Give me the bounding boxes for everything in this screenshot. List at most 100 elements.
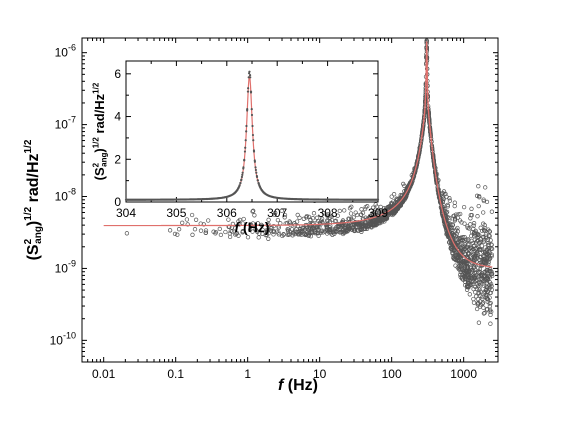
data-point: [452, 203, 457, 209]
inset-data-point: [246, 90, 250, 93]
data-point: [269, 226, 274, 231]
data-point: [282, 212, 288, 218]
data-point: [311, 211, 317, 216]
inset-y-axis: 0 2 4 6: [114, 67, 378, 209]
data-point: [376, 220, 381, 226]
data-point: [455, 215, 460, 220]
data-point: [477, 247, 482, 252]
data-point: [237, 217, 243, 223]
data-point: [377, 217, 382, 222]
inset-data-point: [238, 184, 241, 187]
inset-data-point: [246, 108, 249, 111]
data-point: [355, 222, 361, 227]
x-axis-label: f (Hz): [278, 377, 318, 394]
data-point: [478, 254, 484, 259]
data-point: [319, 216, 325, 221]
data-point: [471, 264, 477, 269]
data-point: [304, 213, 310, 219]
data-point: [454, 240, 460, 245]
x-tick-label: 100: [382, 367, 402, 381]
data-point: [264, 232, 269, 237]
data-point: [447, 217, 452, 222]
data-point: [479, 271, 485, 276]
inset-data-point: [237, 185, 240, 189]
data-point: [489, 209, 495, 214]
inset-data-point: [250, 108, 253, 111]
data-point: [475, 231, 481, 237]
x-tick-label: 1000: [450, 367, 477, 381]
data-point: [465, 273, 470, 279]
data-point: [266, 236, 271, 241]
data-point: [465, 224, 470, 229]
data-point: [485, 271, 490, 276]
data-point: [359, 207, 364, 212]
inset-x-tick-label: 308: [318, 206, 338, 220]
data-point: [469, 206, 474, 211]
data-point: [469, 233, 474, 239]
data-point: [253, 227, 258, 232]
data-point: [476, 320, 482, 325]
y-tick-label: 10-6: [55, 43, 76, 60]
inset-data-point: [240, 179, 243, 182]
data-point: [295, 212, 300, 218]
data-point: [292, 230, 297, 235]
data-point: [206, 218, 211, 223]
data-point: [271, 232, 276, 237]
data-point: [185, 222, 190, 227]
data-point: [467, 292, 472, 297]
data-point: [471, 231, 477, 236]
data-point: [477, 285, 482, 290]
data-point: [462, 246, 467, 251]
data-point: [256, 235, 261, 240]
data-point: [332, 228, 337, 233]
data-point: [172, 231, 178, 237]
data-point: [482, 228, 487, 233]
inset-data-point: [244, 139, 247, 142]
data-point: [250, 229, 255, 234]
inset-data-point: [243, 150, 247, 153]
data-point: [481, 311, 487, 316]
data-point: [245, 235, 251, 240]
data-point: [487, 245, 492, 251]
data-point: [251, 208, 256, 213]
data-point: [456, 236, 461, 241]
inset-data-point: [239, 181, 242, 185]
data-point: [487, 256, 493, 261]
data-point: [346, 216, 351, 221]
inset-data-point: [252, 139, 255, 142]
data-point: [275, 217, 281, 223]
data-point: [276, 232, 281, 237]
data-point: [481, 305, 486, 310]
inset-data-point: [250, 113, 254, 117]
y-tick-label: 10-8: [55, 187, 76, 204]
inset-data-point: [249, 90, 253, 93]
inset-data-point: [247, 76, 250, 79]
data-point: [457, 218, 463, 223]
inset-data-point: [251, 133, 255, 137]
data-point: [324, 224, 329, 229]
inset-data-point: [256, 179, 259, 182]
inset-x-tick-label: 307: [267, 206, 287, 220]
data-point: [308, 217, 313, 222]
data-point: [319, 228, 324, 234]
data-point: [335, 213, 340, 218]
data-point: [483, 226, 488, 231]
data-point: [451, 256, 457, 262]
inset-data-point: [248, 73, 252, 77]
data-point: [240, 230, 245, 235]
inset-data-point: [255, 171, 258, 174]
data-point: [349, 204, 354, 209]
data-point: [356, 228, 361, 233]
data-point: [463, 276, 469, 282]
data-point: [223, 229, 228, 235]
data-point: [476, 203, 481, 209]
data-point: [471, 254, 476, 259]
data-point: [461, 271, 466, 276]
data-point: [473, 290, 478, 295]
inset-plot: 304 305 306 307 308 309 0 2 4 6 f (Hz) (S2ang)1/2 r…: [91, 60, 388, 235]
data-point: [385, 213, 391, 218]
inset-data-point: [254, 168, 257, 172]
data-point: [461, 204, 467, 210]
data-point: [482, 310, 487, 316]
data-point: [474, 306, 480, 312]
